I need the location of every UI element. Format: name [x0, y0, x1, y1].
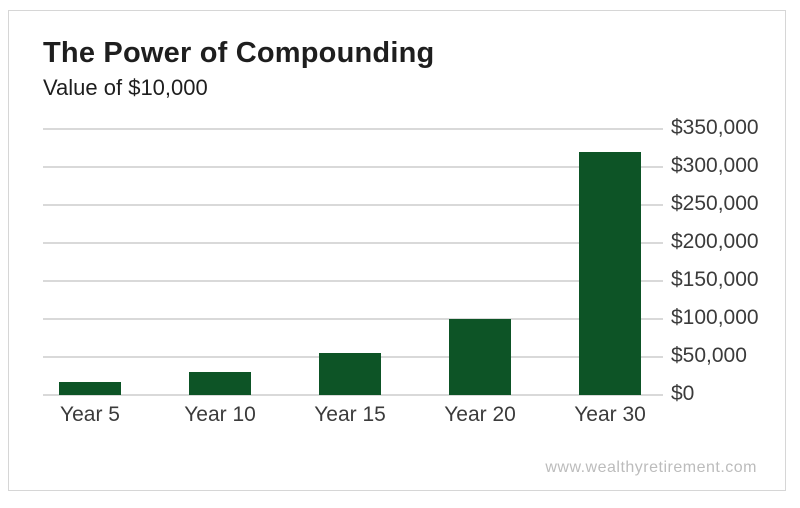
x-tick-label: Year 15	[314, 403, 386, 426]
gridline	[43, 318, 663, 320]
y-tick-label: $100,000	[671, 306, 759, 330]
x-tick-label: Year 5	[60, 403, 120, 426]
y-tick-label: $0	[671, 382, 695, 406]
y-tick-label: $50,000	[671, 344, 747, 368]
x-tick-label: Year 10	[184, 403, 256, 426]
gridline	[43, 128, 663, 130]
gridline	[43, 166, 663, 168]
watermark: www.wealthyretirement.com	[545, 459, 757, 476]
chart-subtitle: Value of $10,000	[43, 75, 208, 100]
bar-year-10	[189, 372, 251, 395]
gridline	[43, 204, 663, 206]
y-tick-label: $300,000	[671, 154, 759, 178]
x-tick-label: Year 30	[574, 403, 646, 426]
y-tick-label: $150,000	[671, 268, 759, 292]
gridline	[43, 394, 663, 396]
x-tick-label: Year 20	[444, 403, 516, 426]
gridline	[43, 242, 663, 244]
bar-year-5	[59, 382, 121, 395]
plot-area: $350,000 $300,000 $250,000 $200,000 $150,000…	[9, 11, 787, 492]
chart-title: The Power of Compounding	[43, 37, 435, 69]
y-tick-label: $250,000	[671, 192, 759, 216]
bar-year-15	[319, 353, 381, 395]
y-tick-label: $350,000	[671, 116, 759, 140]
bar-year-30	[579, 152, 641, 395]
bar-year-20	[449, 319, 511, 395]
gridline	[43, 280, 663, 282]
chart-card: The Power of Compounding Value of $10,00…	[8, 10, 786, 491]
y-tick-label: $200,000	[671, 230, 759, 254]
